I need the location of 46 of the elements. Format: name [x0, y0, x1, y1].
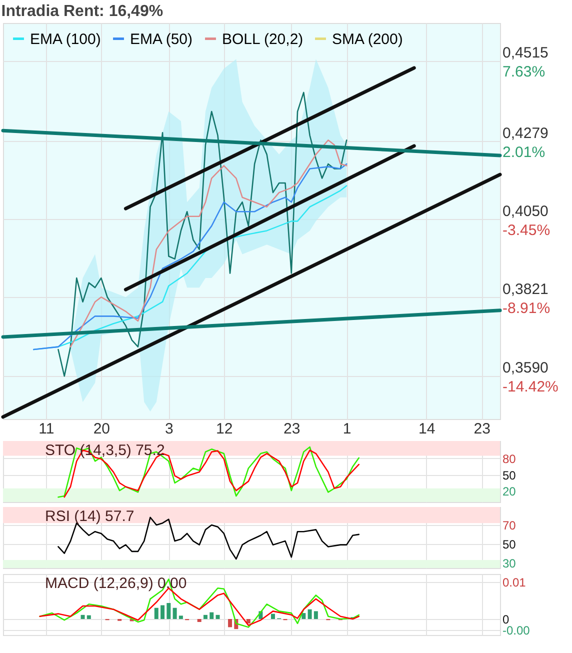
y2-tick-label: -8.91%: [502, 300, 550, 317]
x-tick-label: 3: [164, 420, 174, 438]
bar: [246, 619, 250, 624]
y2-tick-label: 2.01%: [502, 144, 546, 161]
legend-label: SMA (200): [332, 30, 403, 48]
bar: [178, 616, 183, 620]
legend-label: BOLL (20,2): [222, 30, 304, 48]
y-tick-label: 50: [502, 537, 516, 552]
bar: [228, 619, 232, 628]
x-tick-label: 20: [93, 420, 110, 438]
bar: [216, 614, 220, 620]
bar: [166, 603, 171, 620]
y-tick-label: 0,4279: [502, 124, 548, 142]
x-tick-label: 12: [216, 420, 233, 438]
y2-tick-label: -3.45%: [502, 222, 550, 239]
bar: [308, 609, 312, 620]
bar: [203, 614, 208, 620]
chart-title: Intradia Rent: 16,49%: [1, 3, 164, 20]
bar: [210, 612, 214, 620]
y-tick-label: 0,3821: [502, 280, 548, 298]
y-tick-label: 80: [502, 452, 516, 466]
y-tick-label: 20: [502, 484, 516, 499]
x-tick-label: 23: [474, 420, 490, 438]
x-tick-label: 14: [418, 420, 436, 438]
y-tick-label: 30: [502, 556, 516, 570]
bar: [160, 605, 165, 620]
x-tick-label: 1: [342, 420, 352, 438]
bar: [197, 619, 202, 622]
x-tick-label: 11: [38, 420, 54, 438]
bar: [154, 608, 158, 620]
y2-tick-label: 7.63%: [502, 64, 546, 81]
bar: [302, 613, 306, 620]
legend-label: EMA (100): [30, 30, 101, 48]
y-tick-label: 0,3590: [502, 360, 548, 377]
y-tick-label: 0.01: [502, 575, 526, 590]
annotation: RSI (14) 57.7: [45, 508, 134, 525]
bar: [270, 614, 275, 620]
y-tick-label: 50: [502, 468, 516, 482]
bar: [314, 611, 318, 620]
legend-label: EMA (50): [130, 30, 193, 48]
y-tick-label: 70: [502, 518, 516, 532]
x-tick-label: 23: [284, 420, 300, 438]
bar: [172, 608, 177, 620]
y-tick-label: 0,4050: [502, 202, 548, 220]
y-tick-label: 0,4515: [502, 44, 548, 62]
y2-tick-label: -14.42%: [502, 378, 558, 396]
